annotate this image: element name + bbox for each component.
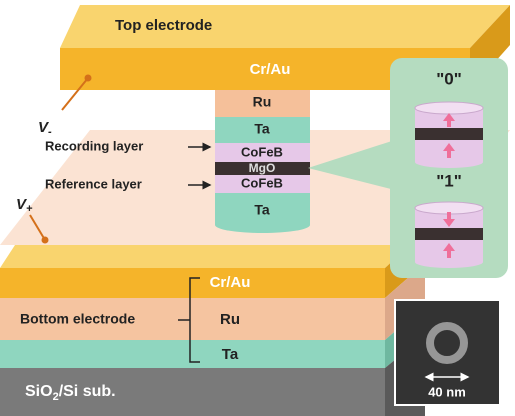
material-label: Cr/Au bbox=[250, 61, 291, 78]
annotation: Reference layer bbox=[45, 176, 142, 191]
terminal-dot bbox=[41, 236, 49, 244]
callout bbox=[308, 140, 395, 190]
pillar-ta bbox=[215, 117, 310, 143]
terminal-label: V+ bbox=[16, 196, 33, 215]
pillar-mgo bbox=[215, 162, 310, 175]
state-cell bbox=[414, 201, 484, 268]
wire bbox=[61, 77, 89, 111]
sem-ring bbox=[426, 322, 468, 364]
state-cell bbox=[414, 101, 484, 168]
layer-label: Ta bbox=[254, 202, 270, 218]
state-label: "1" bbox=[436, 171, 462, 190]
material-label: Cr/Au bbox=[210, 274, 251, 291]
layer-label: CoFeB bbox=[241, 175, 283, 190]
terminal-label: V- bbox=[38, 119, 52, 138]
pillar-ru bbox=[215, 88, 310, 117]
substrate-label: SiO2/Si sub. bbox=[25, 383, 116, 403]
substrate bbox=[0, 368, 385, 416]
pillar-cofeb bbox=[215, 143, 310, 162]
top-electrode-label: Top electrode bbox=[115, 17, 212, 34]
terminal-dot bbox=[84, 74, 92, 82]
layer-label: CoFeB bbox=[241, 144, 283, 159]
bottom-electrode-label: Bottom electrode bbox=[20, 311, 135, 327]
cr-au-layer bbox=[0, 268, 385, 298]
cr-au-top bbox=[0, 245, 410, 268]
layer-label: Ru bbox=[253, 94, 272, 110]
annotation: Recording layer bbox=[45, 138, 143, 153]
pillar-base bbox=[215, 217, 310, 233]
material-label: Ru bbox=[220, 311, 240, 328]
layer-label: MgO bbox=[249, 161, 276, 175]
scale-label: 40 nm bbox=[428, 384, 466, 399]
wire bbox=[29, 214, 46, 241]
ta-layer bbox=[0, 340, 385, 368]
state-label: "0" bbox=[436, 69, 462, 88]
material-label: Ta bbox=[222, 346, 239, 363]
pillar-cofeb bbox=[215, 175, 310, 193]
top-electrode-top bbox=[60, 5, 510, 48]
layer-label: Ta bbox=[254, 121, 270, 137]
sem-image bbox=[394, 299, 501, 406]
ru-layer bbox=[0, 298, 385, 340]
